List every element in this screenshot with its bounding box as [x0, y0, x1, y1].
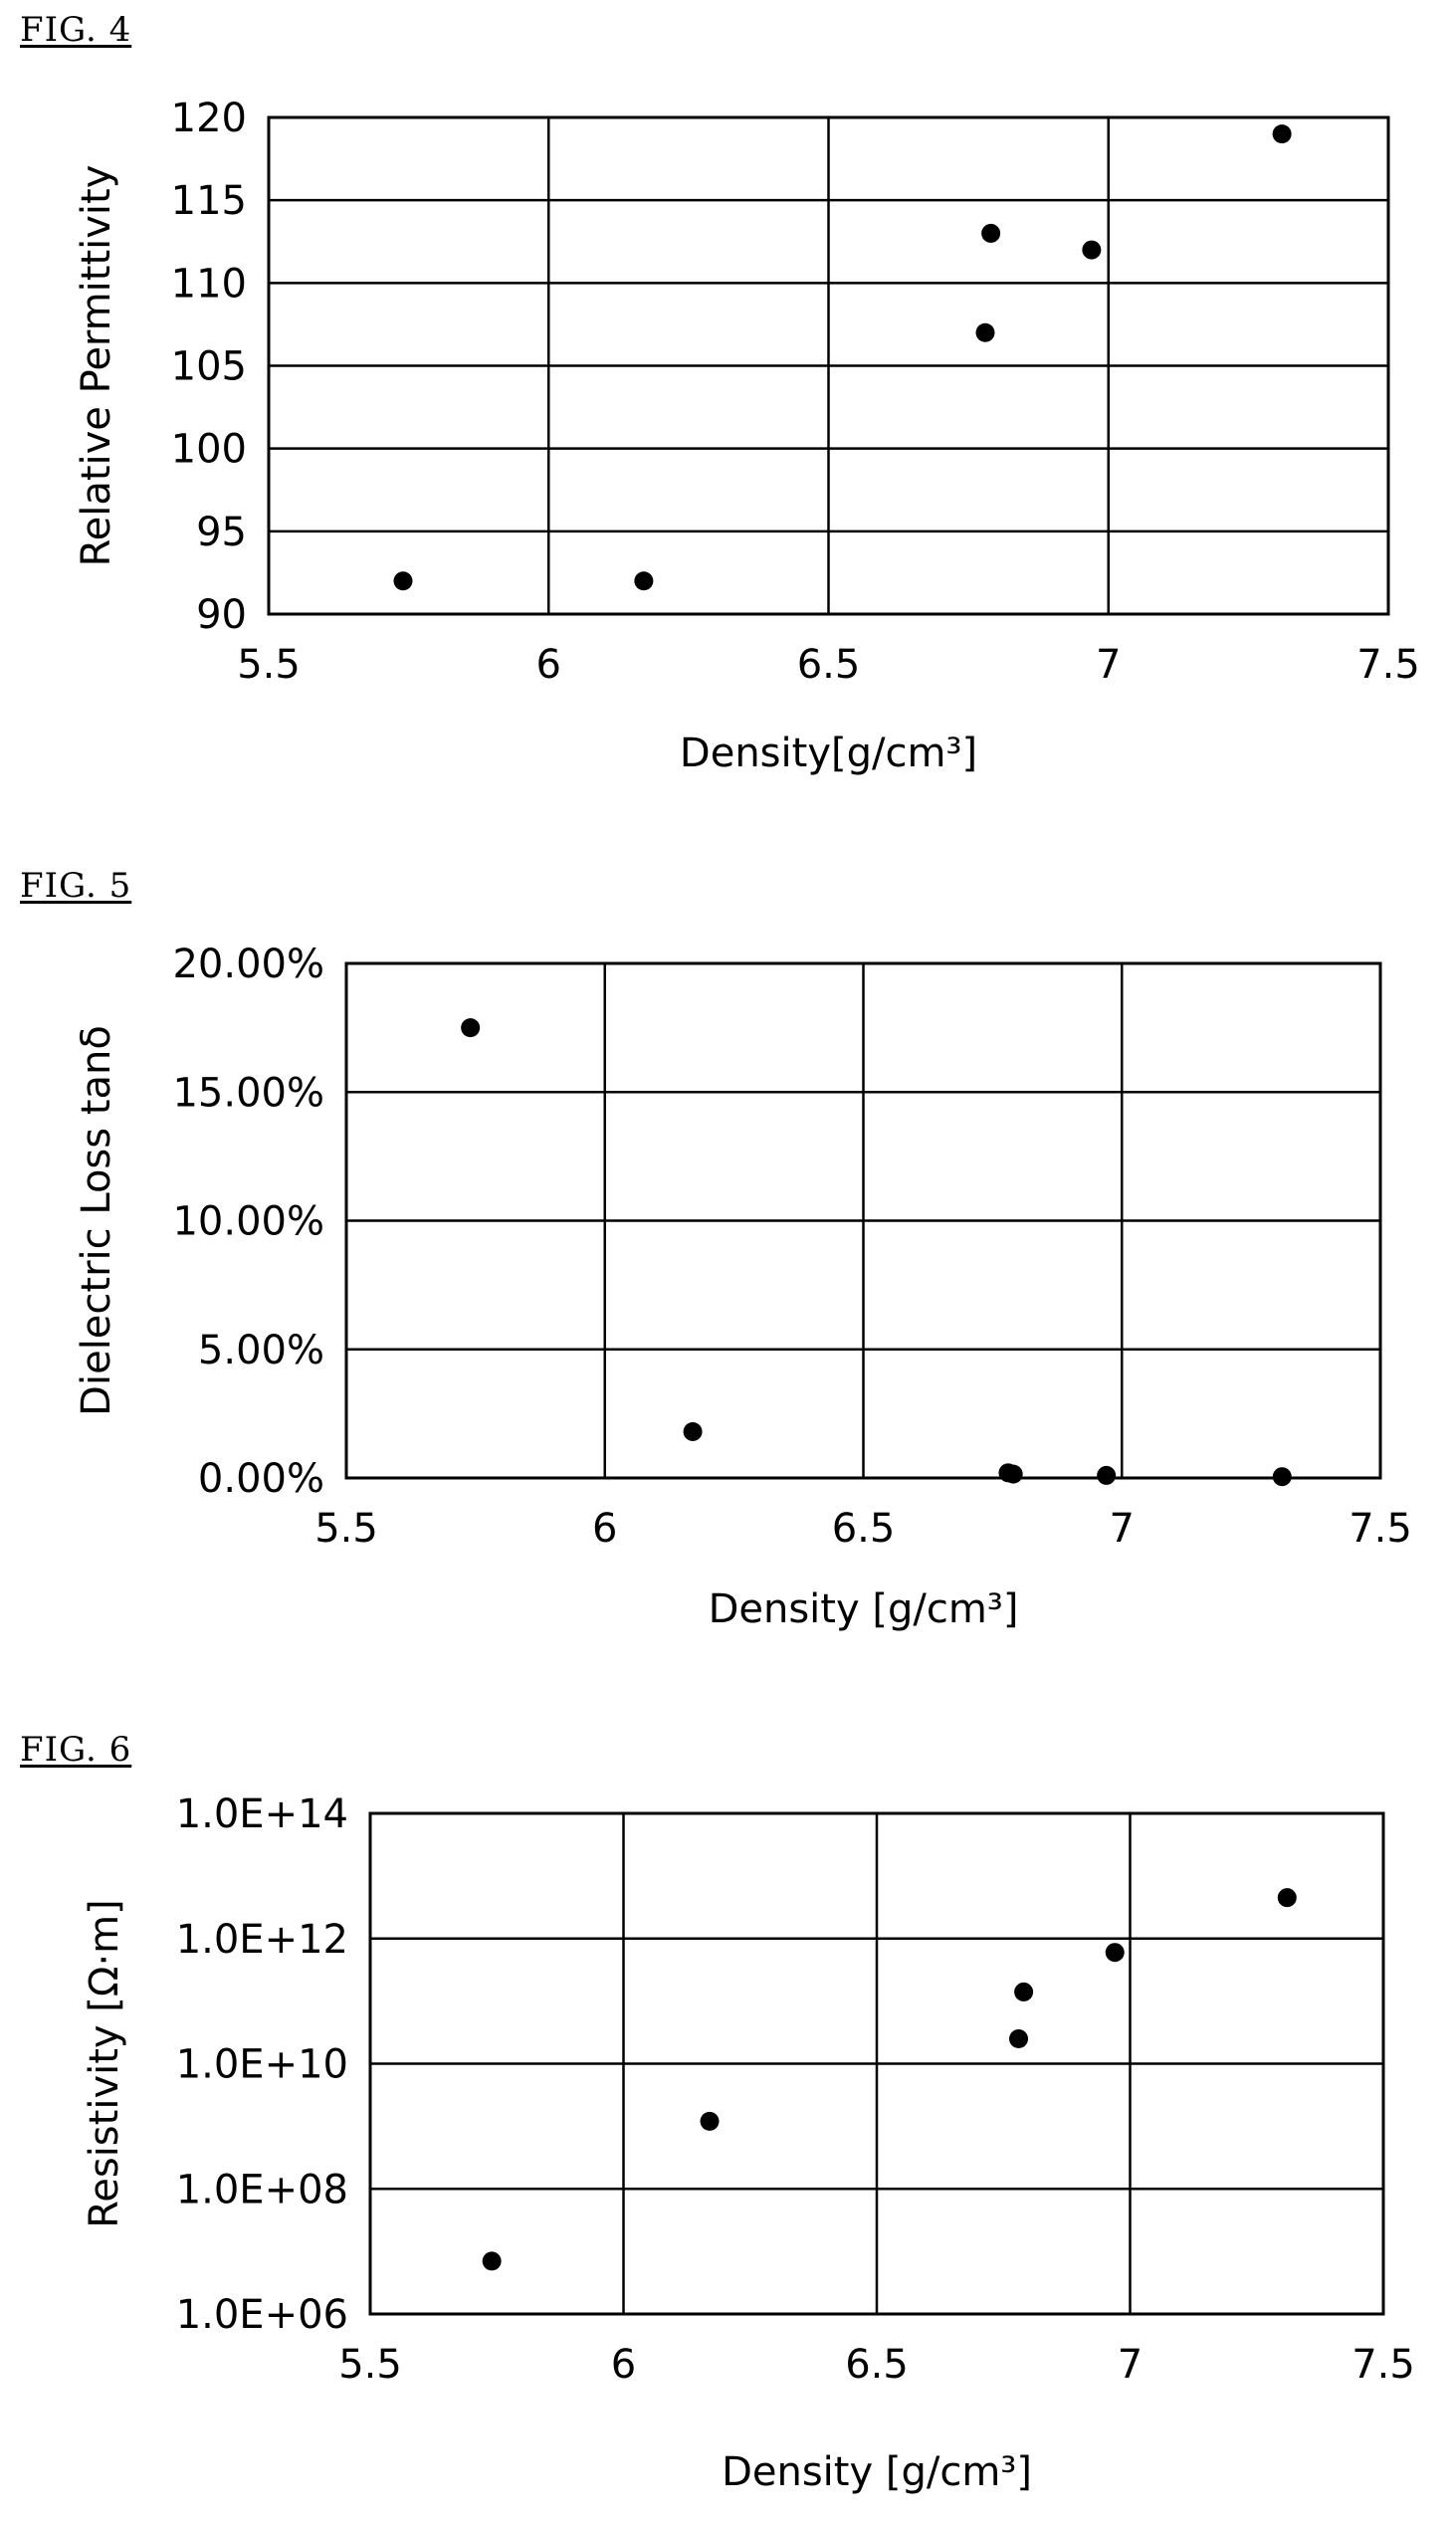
y-tick-label: 1.0E+10 — [176, 2042, 348, 2088]
plot-frame — [368, 1811, 1385, 2316]
data-point — [1272, 124, 1292, 144]
data-point — [1014, 1982, 1034, 2001]
x-tick-label: 6.5 — [832, 1506, 896, 1552]
data-point — [1272, 1467, 1292, 1487]
x-tick-label: 5.5 — [338, 2342, 402, 2388]
y-tick-label: 10.00% — [172, 1199, 324, 1245]
data-point — [1105, 1943, 1125, 1963]
x-tick-label: 7.5 — [1352, 2342, 1415, 2388]
y-tick-label: 90 — [196, 592, 247, 638]
y-tick-label: 20.00% — [172, 942, 324, 987]
y-tick-label: 1.0E+08 — [176, 2167, 348, 2212]
x-tick-label: 7.5 — [1356, 642, 1420, 688]
data-point — [981, 223, 1001, 243]
data-point — [461, 1018, 481, 1038]
y-tick-label: 110 — [171, 261, 247, 307]
y-tick-label: 0.00% — [198, 1456, 324, 1502]
y-tick-label: 100 — [171, 427, 247, 473]
data-point — [634, 571, 654, 591]
data-point — [482, 2251, 502, 2271]
x-tick-label: 5.5 — [237, 642, 301, 688]
y-tick-label: 95 — [196, 510, 247, 555]
data-point — [1003, 1464, 1023, 1484]
y-tick-label: 5.00% — [198, 1328, 324, 1373]
x-tick-label: 5.5 — [314, 1506, 378, 1552]
data-point — [1082, 240, 1102, 260]
y-tick-label: 105 — [171, 344, 247, 390]
x-tick-label: 6.5 — [845, 2342, 909, 2388]
x-axis-title: Density[g/cm³] — [680, 731, 977, 776]
y-axis-title: Relative Permittivity — [74, 165, 119, 567]
x-tick-label: 7 — [1110, 1506, 1135, 1552]
y-tick-label: 15.00% — [172, 1070, 324, 1116]
y-tick-label: 1.0E+06 — [176, 2292, 348, 2338]
x-tick-label: 6 — [536, 642, 561, 688]
figure-label-4: FIG. 4 — [20, 10, 132, 50]
data-point — [393, 571, 413, 591]
x-tick-label: 6.5 — [797, 642, 861, 688]
data-point — [1097, 1465, 1117, 1485]
plot-frame — [344, 961, 1382, 1480]
figure-label-6: FIG. 6 — [20, 1730, 132, 1770]
x-tick-label: 7.5 — [1349, 1506, 1412, 1552]
x-tick-label: 6 — [611, 2342, 636, 2388]
figure-label-5: FIG. 5 — [20, 866, 132, 906]
chart-relative-permittivity: 90 95 100 105 110 115 120 5.5 6 6.5 7 7.5 Density[g/… — [74, 96, 1420, 776]
y-axis-title: Resistivity [Ω·m] — [82, 1899, 127, 2228]
x-tick-label: 7 — [1096, 642, 1121, 688]
data-point — [1277, 1888, 1297, 1908]
x-tick-label: 7 — [1118, 2342, 1143, 2388]
plot-frame — [267, 115, 1390, 616]
y-tick-label: 1.0E+12 — [176, 1917, 348, 1963]
data-point — [700, 2111, 720, 2131]
y-tick-label: 1.0E+14 — [176, 1791, 348, 1837]
data-point — [975, 322, 995, 342]
y-axis-title: Dielectric Loss tanδ — [74, 1025, 119, 1416]
y-tick-label: 115 — [171, 178, 247, 224]
x-axis-title: Density [g/cm³] — [722, 2449, 1032, 2495]
y-tick-label: 120 — [171, 96, 247, 141]
chart-dielectric-loss: 0.00% 5.00% 10.00% 15.00% 20.00% 5.5 6 6.5 7 7.5 D… — [74, 942, 1412, 1632]
data-point — [683, 1421, 703, 1441]
x-axis-title: Density [g/cm³] — [709, 1586, 1019, 1632]
data-point — [1009, 2028, 1029, 2048]
x-tick-label: 6 — [592, 1506, 617, 1552]
